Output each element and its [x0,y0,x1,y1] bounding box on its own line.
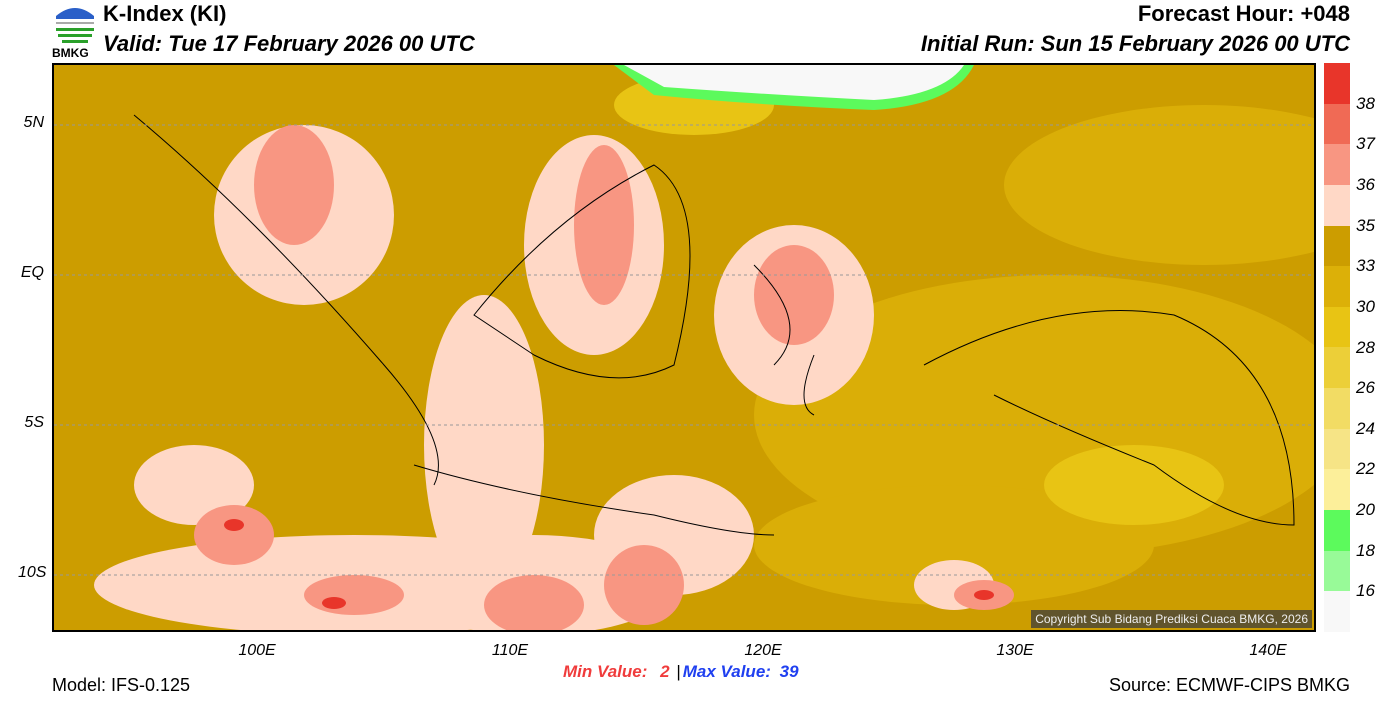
k-index-map: Copyright Sub Bidang Prediksi Cuaca BMKG… [52,63,1316,632]
valid-time: Valid: Tue 17 February 2026 00 UTC [103,31,475,56]
colorbar-label: 22 [1356,459,1375,479]
model-info: Model: IFS-0.125 [52,675,191,695]
min-label: Min Value: [563,662,648,681]
colorbar-label: 36 [1356,174,1375,194]
colorbar [1324,63,1350,632]
colorbar-bin [1324,510,1350,551]
colorbar-bin [1324,550,1350,592]
colorbar-bin [1324,63,1350,104]
lat-label: 10S [18,564,47,581]
lon-label: 120E [744,642,782,659]
chart-title: K-Index (KI) [103,1,227,26]
colorbar-bin [1324,306,1350,348]
forecast-hour: Forecast Hour: +048 [1137,1,1350,26]
initial-run: Initial Run: Sun 15 February 2026 00 UTC [920,31,1350,56]
bmkg-logo: BMKG [50,2,100,60]
max-value: 39 [779,662,799,681]
colorbar-label: 30 [1356,296,1375,316]
min-max-values: Min Value: 2 | Max Value: 39 [563,662,799,682]
colorbar-label: 37 [1356,134,1375,154]
colorbar-bin [1324,469,1350,511]
colorbar-bin [1324,428,1350,470]
colorbar-label: 28 [1356,337,1375,357]
logo-text: BMKG [52,46,89,60]
colorbar-label: 35 [1356,215,1375,235]
colorbar-bin [1324,103,1350,145]
lat-label: 5S [24,414,44,431]
lat-label: 5N [23,114,44,131]
colorbar-label: 18 [1356,540,1375,560]
colorbar-label: 33 [1356,256,1375,276]
colorbar-bin [1324,388,1350,429]
lat-label: EQ [20,264,44,281]
max-label: Max Value: [682,662,771,681]
colorbar-label: 16 [1356,581,1375,601]
colorbar-bin [1324,184,1350,226]
lon-label: 130E [996,642,1034,659]
colorbar-bin [1324,225,1350,267]
colorbar-bin [1324,591,1350,632]
separator: | [676,662,681,681]
lon-label: 110E [491,642,529,659]
colorbar-label: 24 [1356,418,1375,438]
colorbar-label: 20 [1356,500,1375,520]
source-info: Source: ECMWF-CIPS BMKG [1108,675,1350,695]
copyright-notice: Copyright Sub Bidang Prediksi Cuaca BMKG… [1031,610,1312,628]
colorbar-label: 38 [1356,93,1375,113]
colorbar-label: 26 [1356,378,1375,398]
min-value: 2 [660,662,670,681]
lon-label: 100E [238,642,276,659]
colorbar-bin [1324,347,1350,389]
colorbar-bin [1324,144,1350,185]
map-field [54,65,1314,630]
colorbar-bin [1324,266,1350,307]
lon-label: 140E [1249,642,1287,659]
